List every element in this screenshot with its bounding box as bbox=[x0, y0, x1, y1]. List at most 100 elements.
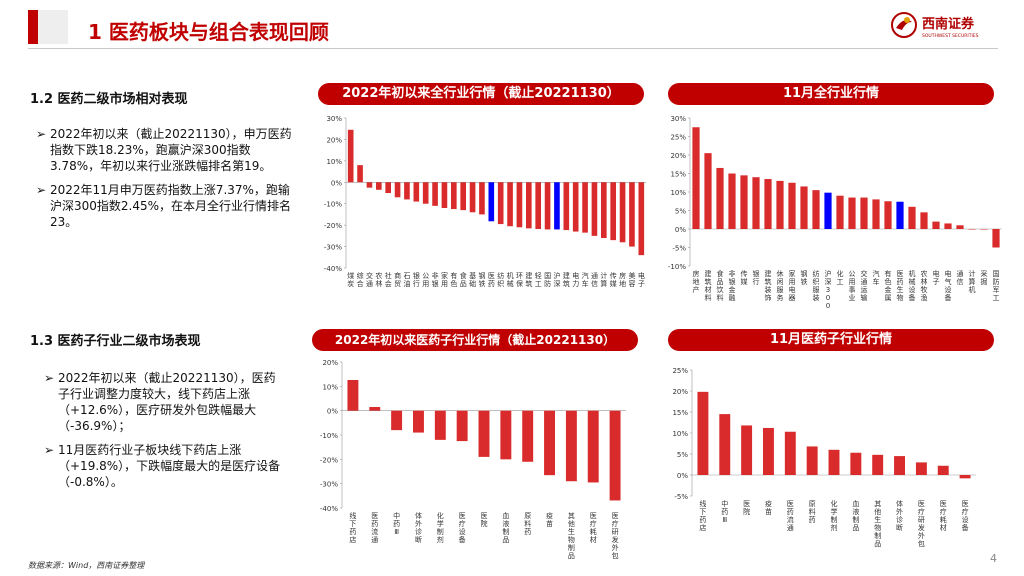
bar-化工 bbox=[836, 195, 844, 229]
x-tick-label: 建筑材料 bbox=[705, 269, 712, 302]
company-logo: 西南证券 SOUTHWEST SECURITIES bbox=[890, 8, 990, 44]
x-tick-label: 原料药 bbox=[809, 500, 816, 524]
data-source-note: 数据来源：Wind，西南证券整理 bbox=[28, 561, 145, 570]
logo-icon bbox=[891, 12, 917, 38]
x-tick-label: 医疗耗材 bbox=[590, 512, 597, 544]
bullet-item: ➢ 2022年初以来（截止20221130），医药子行业调整力度较大，线下药店上… bbox=[44, 371, 276, 433]
x-tick-label: 建筑材料 bbox=[563, 271, 570, 288]
bar-钢铁 bbox=[800, 186, 808, 229]
y-tick-label: -10% bbox=[320, 432, 338, 440]
bar-农林牧渔 bbox=[376, 182, 382, 190]
bullet-item: ➢ 2022年初以来（截止20221130），申万医药指数下跌18.23%，跑赢… bbox=[36, 127, 292, 173]
x-tick-label: 医药流通 bbox=[371, 512, 378, 544]
x-tick-label: 纺织服饰 bbox=[497, 271, 504, 288]
bar-煤炭 bbox=[347, 129, 354, 183]
arrow-icon: ➢ bbox=[44, 371, 55, 385]
x-tick-label: 线下药店 bbox=[699, 499, 706, 532]
bullet-item: ➢ 2022年11月申万医药指数上涨7.37%，跑输沪深300指数2.45%，在… bbox=[36, 183, 292, 229]
x-tick-label: 美容护理 bbox=[628, 271, 635, 288]
x-tick-label: 家用电器 bbox=[789, 269, 796, 302]
y-tick-label: -20% bbox=[324, 222, 342, 230]
x-tick-label: 医药生物 bbox=[897, 270, 904, 302]
bar-血液制品 bbox=[850, 452, 862, 475]
bar-传媒 bbox=[740, 175, 748, 229]
x-tick-label: 非银金融 bbox=[729, 269, 736, 302]
bar-疫苗 bbox=[763, 427, 774, 475]
bar-体外诊断 bbox=[894, 456, 905, 475]
bar-轻工制造 bbox=[535, 182, 541, 229]
bar-医药流通 bbox=[784, 431, 796, 475]
chart-banner-ytd-sub: 2022年初以来医药子行业行情（截止20221130） bbox=[312, 329, 638, 351]
page-number: 4 bbox=[990, 552, 997, 565]
bar-环保 bbox=[516, 182, 523, 228]
x-tick-label: 线下药店 bbox=[349, 511, 356, 544]
bar-医疗耗材 bbox=[587, 410, 599, 483]
x-tick-label: 医疗研发外包 bbox=[918, 500, 925, 548]
bar-血液制品 bbox=[500, 410, 512, 460]
bar-非银金融 bbox=[728, 173, 736, 229]
bar-公用事业 bbox=[422, 182, 429, 204]
x-tick-label: 疫苗 bbox=[765, 499, 772, 516]
bar-医药流通 bbox=[369, 407, 381, 411]
x-tick-label: 机械设备 bbox=[507, 271, 514, 288]
x-tick-label: 石油石化 bbox=[403, 272, 410, 288]
arrow-icon: ➢ bbox=[36, 183, 47, 197]
x-tick-label: 血液制品 bbox=[502, 511, 509, 544]
logo-sub: SOUTHWEST SECURITIES bbox=[922, 33, 979, 39]
x-tick-label: 农林牧渔 bbox=[375, 271, 382, 288]
bar-中药Ⅲ bbox=[391, 410, 403, 431]
x-tick-label: 银行 bbox=[753, 269, 760, 286]
y-tick-label: 0% bbox=[327, 408, 338, 416]
x-tick-label: 食品饮料 bbox=[717, 269, 724, 302]
bar-中药Ⅲ bbox=[719, 414, 731, 475]
bar-线下药店 bbox=[347, 380, 359, 411]
chart-nov-pharma-sub: 25% 20% 15% 10% 5% 0% -5% 线下药店 中药 Ⅲ 医院 疫苗 医药流通 原料药 化学制… bbox=[660, 354, 980, 572]
x-tick-label: 国防军工 bbox=[993, 270, 1000, 302]
x-tick-label: 医院 bbox=[481, 512, 488, 528]
x-tick-label: 医疗设备 bbox=[459, 512, 466, 544]
x-tick-label: 体外诊断 bbox=[896, 499, 903, 532]
x-tick-label: 交通运输 bbox=[366, 271, 373, 288]
y-tick-label: 30% bbox=[326, 115, 342, 123]
x-tick-label: 医药流通 bbox=[787, 500, 794, 532]
bar-社会服务 bbox=[385, 182, 391, 193]
x-tick-label: 医院 bbox=[743, 500, 750, 516]
y-tick-label: -10% bbox=[324, 201, 342, 209]
y-tick-label: 10% bbox=[672, 430, 688, 438]
x-tick-label: 中药 Ⅲ bbox=[721, 499, 728, 524]
x-tick-label: 通信 bbox=[591, 271, 598, 288]
x-tick-label: 体外诊断 bbox=[415, 511, 422, 544]
bar-纺织服饰 bbox=[497, 182, 504, 225]
x-tick-label: 化学制剂 bbox=[831, 499, 838, 532]
x-tick-label: 建筑装饰 bbox=[765, 269, 772, 302]
y-tick-label: -20% bbox=[320, 456, 338, 464]
bar-基础化工 bbox=[469, 182, 476, 213]
x-tick-label: 医疗研发外包 bbox=[612, 512, 619, 560]
bar-汽车 bbox=[872, 199, 880, 229]
y-tick-label: 10% bbox=[322, 383, 338, 391]
bar-传媒 bbox=[610, 182, 616, 241]
bar-化学制剂 bbox=[434, 410, 446, 440]
bar-采掘 bbox=[980, 229, 988, 230]
bar-综合 bbox=[357, 165, 363, 183]
x-tick-label: 汽车 bbox=[873, 269, 880, 286]
bar-体外诊断 bbox=[413, 410, 424, 433]
x-tick-label: 采掘 bbox=[981, 269, 988, 286]
x-tick-label: 公用事业 bbox=[422, 272, 429, 288]
x-tick-label: 汽车 bbox=[582, 271, 589, 288]
bullet-item: ➢ 11月医药行业子板块线下药店上涨（+19.8%），下跌幅度最大的是医疗设备（… bbox=[44, 443, 281, 489]
chart-ytd-pharma-sub: 20% 10% 0% -10% -20% -30% -40% 线下药店 医药流通 中药 Ⅲ 体外诊断 化… bbox=[310, 354, 630, 572]
bar-家用电器 bbox=[441, 182, 448, 208]
bar-医院 bbox=[741, 425, 753, 475]
bar-食品饮料 bbox=[716, 167, 724, 229]
x-tick-label: 煤炭 bbox=[347, 271, 354, 288]
bar-电子 bbox=[638, 182, 645, 256]
y-tick-label: 20% bbox=[322, 359, 338, 367]
y-tick-label: -30% bbox=[320, 481, 338, 489]
y-tick-label: 0% bbox=[677, 472, 688, 480]
bar-交通运输 bbox=[860, 197, 868, 229]
bar-原料药 bbox=[806, 446, 818, 475]
x-tick-label: 基础化工 bbox=[469, 271, 476, 288]
y-tick-label: 0% bbox=[675, 226, 686, 234]
bar-沪深300 bbox=[554, 182, 560, 230]
